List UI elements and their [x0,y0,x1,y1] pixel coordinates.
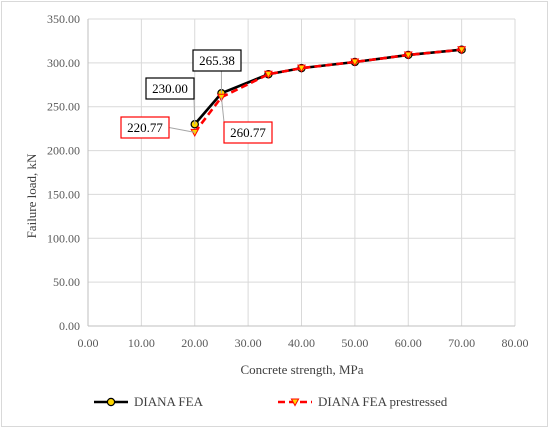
x-tick-label: 50.00 [341,336,368,350]
y-tick-label: 50.00 [53,275,80,289]
legend: DIANA FEA DIANA FEA prestressed [94,394,448,409]
y-tick-label: 150.00 [47,187,80,201]
data-point [457,46,467,55]
data-point [403,51,413,60]
callout-leader [168,127,195,133]
callouts: 230.00 265.38 220.77 260.77 [120,49,273,144]
x-tick-label: 70.00 [448,336,475,350]
data-point [190,128,200,137]
x-tick-label: 80.00 [502,336,529,350]
callout-leader [220,97,225,123]
x-tick-label: 40.00 [288,336,315,350]
x-tick-label: 60.00 [395,336,422,350]
callout: 220.77 [120,116,195,139]
callout-label: 230.00 [152,81,188,96]
data-point [297,64,306,73]
y-tick-label: 100.00 [47,231,80,245]
callout-label: 260.77 [230,125,266,140]
x-tick-label: 20.00 [181,336,208,350]
data-point [350,58,360,67]
legend-item: DIANA FEA prestressed [278,394,448,409]
callout-box [145,77,195,100]
x-axis-title: Concrete strength, MPa [240,362,363,377]
x-tick-label: 10.00 [128,336,155,350]
legend-label: DIANA FEA prestressed [318,394,448,409]
y-tick-label: 250.00 [47,100,80,114]
callout-label: 265.38 [199,53,235,68]
y-axis-title: Failure load, kN [24,153,39,238]
callout: 260.77 [220,97,273,144]
legend-swatch-marker [106,397,116,407]
y-tick-label: 350.00 [47,12,80,26]
callout: 265.38 [192,49,242,94]
y-tick-label: 0.00 [59,319,80,333]
y-tick-labels: 0.00 50.00 100.00 150.00 200.00 250.00 300.00 3… [47,12,80,333]
legend-swatch-marker [290,398,300,407]
callout: 230.00 [145,77,196,125]
x-tick-label: 0.00 [78,336,99,350]
data-point [263,70,273,79]
x-tick-label: 30.00 [235,336,262,350]
callout-box [192,49,242,72]
y-tick-label: 300.00 [47,56,80,70]
callout-label: 220.77 [127,120,163,135]
axes [87,19,515,327]
legend-label: DIANA FEA [134,394,204,409]
callout-leader [193,98,196,125]
callout-box [223,121,273,144]
x-tick-labels: 0.00 10.00 20.00 30.00 40.00 50.00 60.00 70.00 8… [78,336,529,350]
legend-item: DIANA FEA [94,394,204,409]
y-tick-label: 200.00 [47,144,80,158]
callout-box [120,116,170,139]
